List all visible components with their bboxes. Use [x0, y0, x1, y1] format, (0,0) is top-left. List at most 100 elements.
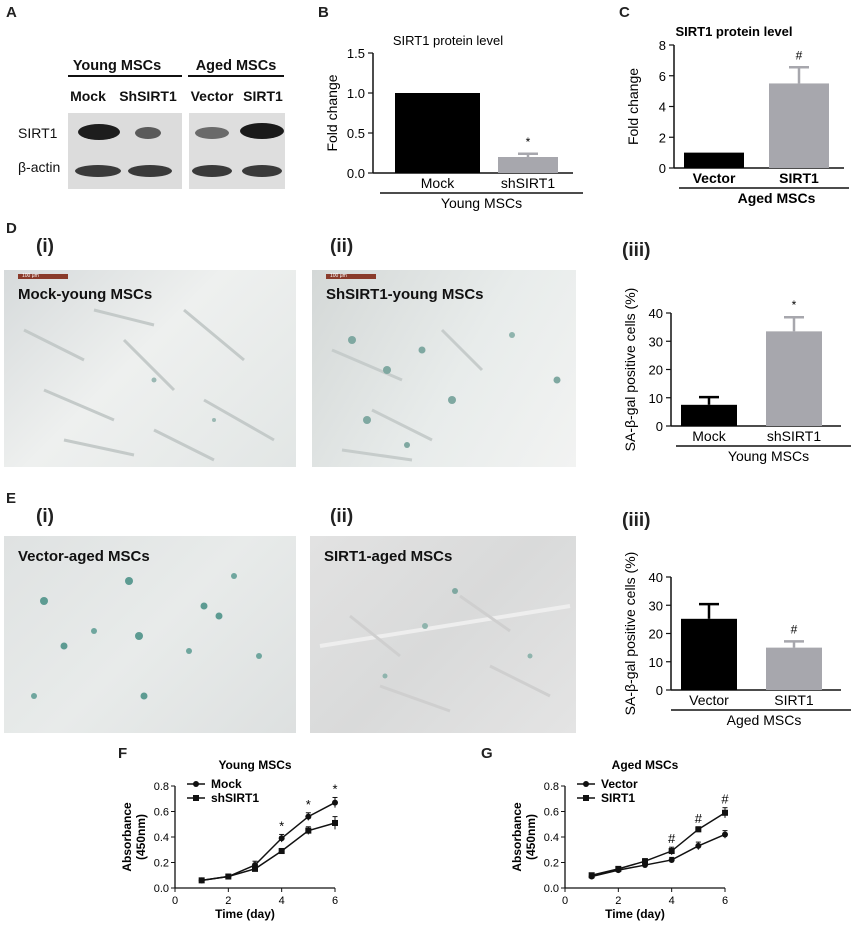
y-tick-label: 1.5 [347, 46, 365, 61]
bar-mock [681, 404, 737, 426]
panel-label-d: D [6, 220, 17, 237]
micrograph-sirt1-aged: SIRT1-aged MSCs [310, 536, 576, 733]
micrograph-vector-aged: Vector-aged MSCs [4, 536, 296, 733]
y-tick-label: 0 [656, 683, 663, 698]
bar-shsirt1 [766, 331, 822, 426]
point-vector [668, 856, 675, 863]
legend-label: Vector [601, 777, 638, 791]
point-sirt1 [642, 858, 648, 865]
y-tick-label: 0.0 [544, 883, 559, 895]
y-tick-label: 10 [649, 391, 663, 406]
y-tick-label: 2 [659, 130, 666, 145]
y-tick-label: 0.0 [154, 883, 169, 895]
point-mock [305, 813, 312, 820]
y-tick-label: 6 [659, 69, 666, 84]
chart-title: SIRT1 protein level [675, 24, 792, 39]
cell-texture [319, 588, 571, 713]
x-tick-label: 0 [562, 895, 568, 907]
series-line-vector [591, 833, 726, 878]
point-shsirt1 [332, 819, 338, 826]
wb-band-sirt1-shsirt1 [135, 127, 161, 139]
y-tick-label: 0.6 [154, 807, 169, 819]
x-tick-label: 4 [669, 895, 675, 907]
significance-mark: * [792, 298, 797, 312]
x-tick-label: shSIRT1 [501, 175, 555, 191]
x-tick-label: Mock [692, 428, 726, 444]
wb-blot-young [68, 113, 182, 189]
wb-group-young: Young MSCs [73, 58, 161, 74]
panel-label-g: G [481, 745, 493, 762]
y-tick-label: 40 [649, 306, 663, 321]
wb-lane-mock: Mock [70, 88, 106, 104]
wb-group-aged: Aged MSCs [196, 58, 277, 74]
x-tick-label: 0 [172, 895, 178, 907]
y-tick-label: 20 [649, 627, 663, 642]
series-line-shsirt1 [201, 822, 336, 882]
y-tick-label: 0.0 [347, 166, 365, 181]
legend-marker [193, 795, 199, 801]
significance-mark: # [791, 622, 798, 636]
x-axis-label: Time (day) [215, 907, 275, 921]
point-sirt1 [615, 865, 622, 872]
y-tick-label: 0.8 [544, 781, 559, 793]
micrograph-caption: Mock-young MSCs [18, 286, 153, 303]
y-tick-label: 0.8 [154, 781, 169, 793]
y-axis-label-unit: (450nm) [134, 814, 148, 860]
scale-bar [18, 274, 68, 279]
point-shsirt1 [252, 865, 258, 872]
chart-e-sa-beta-gal-aged: 0 10 20 30 40 SA-β-gal positive cells (%) Vect… [622, 552, 851, 728]
wb-band-sirt1-sirt1 [240, 123, 284, 139]
x-tick-label: shSIRT1 [767, 428, 821, 444]
cell-texture [331, 328, 561, 462]
panel-label-f: F [118, 745, 128, 762]
significance-mark: # [695, 811, 703, 826]
chart-g-absorbance-aged: Aged MSCs 0.0 0.2 0.4 0.6 0.8 0 2 4 6 Time (day) Ab… [510, 758, 729, 921]
micrograph-caption: SIRT1-aged MSCs [324, 548, 453, 565]
x-tick-label: Mock [421, 175, 455, 191]
x-tick-label: Vector [689, 692, 729, 708]
point-mock [332, 799, 338, 806]
group-label: Young MSCs [728, 448, 809, 464]
sublabel-d-i: (i) [36, 236, 54, 257]
wb-row-sirt1: SIRT1 [18, 125, 58, 141]
wb-band-sirt1-mock [78, 124, 120, 140]
point-shsirt1 [305, 827, 312, 834]
chart-title: Young MSCs [218, 758, 291, 772]
y-tick-label: 0.4 [154, 832, 169, 844]
x-tick-label: 2 [615, 895, 621, 907]
chart-d-sa-beta-gal-young: 0 10 20 30 40 SA-β-gal positive cells (%) Mock… [622, 288, 851, 464]
significance-mark: * [279, 818, 284, 833]
x-axis-label: Time (day) [605, 907, 665, 921]
y-axis-label: SA-β-gal positive cells (%) [622, 552, 638, 716]
scale-bar-label: 100 μm [330, 273, 347, 279]
group-label: Young MSCs [441, 195, 522, 211]
cell-texture [31, 573, 262, 700]
legend-marker [193, 781, 199, 787]
y-tick-label: 0.5 [347, 126, 365, 141]
point-sirt1 [588, 872, 595, 879]
point-vector [695, 842, 702, 849]
significance-mark: * [332, 781, 337, 796]
bar-sirt1 [766, 647, 822, 690]
chart-b-sirt1-young: SIRT1 protein level 0.0 0.5 1.0 1.5 Fold chan… [324, 33, 583, 211]
micrograph-shsirt1-young: 100 μm ShSIRT1-young MSCs [312, 270, 576, 467]
panel-label-e: E [6, 490, 17, 507]
wb-band-actin-vector [192, 165, 232, 177]
legend-marker [583, 781, 589, 787]
wb-band-sirt1-vector [195, 127, 229, 139]
wb-lane-shsirt1: ShSIRT1 [119, 88, 177, 104]
micrograph-caption: ShSIRT1-young MSCs [326, 286, 484, 303]
point-shsirt1 [278, 848, 285, 855]
panel-label-a: A [6, 4, 17, 21]
x-tick-label: 2 [225, 895, 231, 907]
y-tick-label: 0.2 [154, 858, 169, 870]
point-vector [722, 831, 728, 838]
group-label: Aged MSCs [738, 190, 816, 206]
y-tick-label: 4 [659, 100, 666, 115]
y-tick-label: 0 [659, 161, 666, 176]
sublabel-e-i: (i) [36, 506, 54, 527]
significance-mark: # [796, 48, 803, 62]
point-sirt1 [695, 826, 702, 833]
legend-label: SIRT1 [601, 791, 635, 805]
chart-c-sirt1-aged: SIRT1 protein level 0 2 4 6 8 Fold change Vecto… [625, 24, 849, 206]
